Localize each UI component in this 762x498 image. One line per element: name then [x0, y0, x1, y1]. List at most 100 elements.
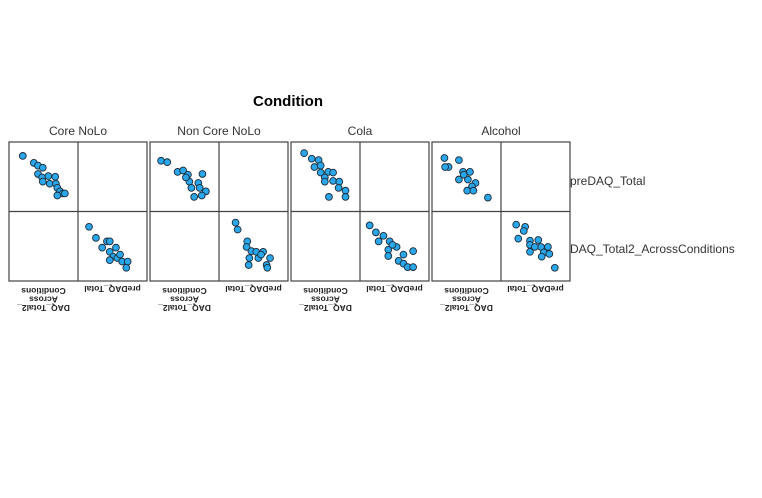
point-daq-vs-predaq — [38, 177, 47, 186]
axis-label-daq: DAQ_Total2_AcrossConditions — [17, 286, 70, 313]
point-predaq-vs-daq — [379, 231, 388, 240]
point-predaq-vs-daq — [514, 234, 523, 243]
row-label-daq: DAQ_Total2_AcrossConditions — [570, 242, 735, 256]
point-daq-vs-predaq — [325, 193, 333, 201]
point-predaq-vs-daq — [365, 221, 374, 230]
point-predaq-vs-daq — [112, 243, 120, 252]
point-predaq-vs-daq — [519, 227, 528, 235]
axis-label-line: preDAQ_Total — [507, 284, 564, 294]
point-predaq-vs-daq — [534, 236, 543, 244]
axis-label-line: DAQ_Total2_ — [299, 303, 352, 313]
point-daq-vs-predaq — [320, 177, 329, 186]
panel-alcohol: Alcohol DAQ_Total2_AcrossConditions preDAQ… — [431, 124, 571, 313]
point-daq-vs-predaq — [198, 170, 207, 178]
panel-label: Alcohol — [481, 124, 520, 138]
axis-label-line: Across — [311, 295, 340, 305]
point-daq-vs-predaq — [329, 168, 337, 177]
point-daq-vs-predaq — [329, 177, 337, 185]
point-predaq-vs-daq — [92, 234, 100, 242]
point-predaq-vs-daq — [231, 218, 240, 227]
point-predaq-vs-daq — [374, 237, 383, 246]
point-predaq-vs-daq — [122, 263, 131, 272]
point-daq-vs-predaq — [455, 156, 463, 164]
point-predaq-vs-daq — [526, 247, 534, 256]
point-predaq-vs-daq — [98, 243, 107, 252]
point-predaq-vs-daq — [85, 222, 93, 231]
point-predaq-vs-daq — [545, 250, 554, 258]
point-predaq-vs-daq — [512, 220, 521, 229]
panel-label: Core NoLo — [49, 124, 107, 138]
point-daq-vs-predaq — [300, 149, 308, 157]
axis-label-line: preDAQ_Total — [366, 284, 423, 294]
axis-label-line: DAQ_Total2_ — [17, 303, 70, 313]
axis-label-line: DAQ_Total2_ — [440, 303, 493, 313]
point-predaq-vs-daq — [384, 252, 393, 260]
point-predaq-vs-daq — [266, 254, 274, 262]
axis-label-line: preDAQ_Total — [84, 284, 141, 294]
axis-label-line: Across — [452, 295, 481, 305]
axis-label-daq: DAQ_Total2_AcrossConditions — [158, 286, 211, 313]
point-daq-vs-predaq — [61, 189, 69, 198]
point-predaq-vs-daq — [105, 237, 114, 246]
point-predaq-vs-daq — [257, 250, 265, 259]
panel-label: Non Core NoLo — [177, 124, 261, 138]
point-predaq-vs-daq — [105, 256, 114, 265]
point-predaq-vs-daq — [244, 261, 253, 269]
point-predaq-vs-daq — [388, 241, 397, 249]
panel-non-core-nolo: Non Core NoLo DAQ_Total2_AcrossConditions… — [149, 124, 289, 313]
point-daq-vs-predaq — [316, 161, 325, 170]
axis-label-predaq: preDAQ_Total — [84, 284, 141, 294]
axis-label-line: Conditions — [303, 286, 348, 296]
point-predaq-vs-daq — [245, 254, 254, 262]
point-daq-vs-predaq — [316, 168, 325, 177]
point-predaq-vs-daq — [116, 250, 124, 259]
point-predaq-vs-daq — [409, 263, 417, 271]
point-daq-vs-predaq — [51, 172, 60, 181]
point-daq-vs-predaq — [307, 154, 316, 163]
point-daq-vs-predaq — [182, 173, 190, 182]
point-daq-vs-predaq — [53, 191, 62, 200]
point-predaq-vs-daq — [399, 250, 408, 259]
point-daq-vs-predaq — [44, 172, 53, 180]
row-label-predaq: preDAQ_Total — [570, 174, 645, 188]
axis-label-line: DAQ_Total2_ — [158, 303, 211, 313]
axis-label-predaq: preDAQ_Total — [507, 284, 564, 294]
point-daq-vs-predaq — [466, 168, 474, 176]
axis-label-line: Across — [170, 295, 199, 305]
point-daq-vs-predaq — [459, 170, 468, 179]
axis-label-daq: DAQ_Total2_AcrossConditions — [299, 286, 352, 313]
point-daq-vs-predaq — [197, 191, 206, 200]
axis-label-daq: DAQ_Total2_AcrossConditions — [440, 286, 493, 313]
point-predaq-vs-daq — [263, 263, 272, 272]
axis-label-line: Conditions — [21, 286, 66, 296]
point-daq-vs-predaq — [341, 186, 350, 195]
axis-label-line: preDAQ_Total — [225, 284, 282, 294]
point-predaq-vs-daq — [372, 228, 380, 237]
point-daq-vs-predaq — [455, 175, 463, 184]
axis-label-predaq: preDAQ_Total — [225, 284, 282, 294]
point-daq-vs-predaq — [38, 163, 47, 172]
point-daq-vs-predaq — [440, 154, 449, 162]
point-daq-vs-predaq — [187, 184, 196, 192]
point-daq-vs-predaq — [157, 156, 165, 165]
point-daq-vs-predaq — [18, 152, 27, 160]
point-daq-vs-predaq — [464, 175, 472, 184]
point-predaq-vs-daq — [537, 252, 546, 261]
axis-label-line: Across — [29, 295, 58, 305]
point-daq-vs-predaq — [334, 184, 343, 192]
point-predaq-vs-daq — [233, 225, 242, 234]
chart-title: Condition — [253, 93, 323, 110]
panel-core-nolo: Core NoLo DAQ_Total2_AcrossConditions preD… — [8, 124, 148, 313]
axis-label-line: Conditions — [162, 286, 207, 296]
point-daq-vs-predaq — [310, 163, 319, 171]
point-predaq-vs-daq — [409, 247, 417, 255]
point-daq-vs-predaq — [484, 193, 492, 202]
point-daq-vs-predaq — [469, 186, 478, 195]
point-daq-vs-predaq — [190, 193, 199, 201]
panel-cola: Cola DAQ_Total2_AcrossConditions preDAQ_To… — [290, 124, 430, 313]
point-daq-vs-predaq — [441, 163, 449, 171]
point-daq-vs-predaq — [341, 193, 350, 201]
point-daq-vs-predaq — [195, 184, 204, 192]
point-daq-vs-predaq — [179, 166, 187, 175]
